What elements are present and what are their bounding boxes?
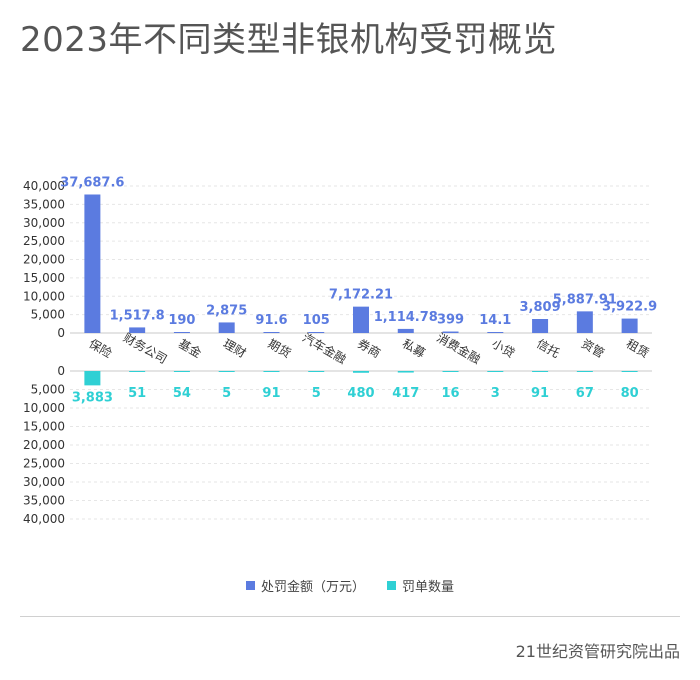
- bottom-axis-tick-label: 25,000: [23, 457, 65, 471]
- count-bar: [487, 371, 504, 372]
- count-data-label: 80: [621, 386, 639, 401]
- count-data-label: 16: [441, 386, 459, 401]
- count-data-label: 51: [128, 386, 146, 401]
- count-bar: [576, 371, 593, 372]
- legend: 处罚金额（万元） 罚单数量: [0, 576, 700, 595]
- top-axis-tick-label: 5,000: [31, 308, 65, 322]
- chart: 05,00010,00015,00020,00025,00030,00035,0…: [23, 175, 657, 526]
- bottom-axis-tick-label: 0: [57, 364, 65, 378]
- top-axis-tick-label: 25,000: [23, 234, 65, 248]
- source-credit: 21世纪资管研究院出品: [515, 642, 680, 661]
- top-axis-tick-label: 30,000: [23, 216, 65, 230]
- fine-bar: [353, 306, 369, 333]
- count-bar: [218, 371, 235, 372]
- page-title: 2023年不同类型非银机构受罚概览: [20, 20, 558, 60]
- fine-data-label: 37,687.6: [60, 175, 124, 190]
- top-axis-tick-label: 40,000: [23, 179, 65, 193]
- count-data-label: 480: [347, 386, 374, 401]
- category-label: 保险: [86, 336, 114, 361]
- category-label: 消费金融: [434, 330, 483, 367]
- count-bar: [353, 371, 369, 373]
- count-bar: [621, 371, 638, 372]
- count-data-label: 67: [576, 386, 594, 401]
- category-label: 信托: [534, 336, 562, 360]
- count-data-label: 91: [262, 386, 280, 401]
- category-label: 财务公司: [121, 330, 170, 367]
- count-data-label: 54: [173, 386, 191, 401]
- fine-bar: [442, 331, 459, 333]
- legend-label-count: 罚单数量: [402, 580, 455, 595]
- fine-bar: [84, 194, 101, 333]
- fine-bar: [576, 311, 593, 333]
- fine-bar: [532, 319, 549, 333]
- legend-label-fine: 处罚金额（万元）: [260, 580, 365, 595]
- category-label: 资管: [579, 336, 607, 361]
- count-bar: [173, 371, 190, 372]
- fine-data-label: 190: [168, 313, 195, 328]
- fine-data-label: 2,875: [206, 303, 247, 318]
- fine-bar: [487, 332, 504, 333]
- fine-data-label: 14.1: [479, 313, 511, 328]
- fine-data-label: 91.6: [255, 313, 287, 328]
- bottom-axis-tick-label: 20,000: [23, 438, 65, 452]
- count-data-label: 417: [392, 386, 419, 401]
- bottom-axis-tick-label: 40,000: [23, 512, 65, 526]
- legend-swatch-fine: [245, 581, 255, 590]
- fine-data-label: 399: [437, 313, 464, 328]
- count-bar: [532, 371, 549, 372]
- category-label: 租赁: [624, 336, 652, 360]
- bottom-axis-tick-label: 5,000: [31, 383, 65, 397]
- fine-bar: [173, 332, 190, 333]
- top-axis-tick-label: 20,000: [23, 253, 65, 267]
- legend-item-fine[interactable]: 处罚金额（万元）: [245, 576, 365, 595]
- count-data-label: 91: [531, 386, 549, 401]
- fine-data-label: 3,922.9: [602, 300, 657, 315]
- fine-data-label: 105: [303, 313, 330, 328]
- legend-item-count[interactable]: 罚单数量: [387, 576, 454, 595]
- top-axis-tick-label: 10,000: [23, 289, 65, 303]
- category-label: 理财: [221, 336, 249, 360]
- count-bar: [263, 371, 280, 372]
- legend-swatch-count: [387, 581, 396, 590]
- top-axis-tick-label: 0: [57, 326, 65, 340]
- footer-divider: [20, 616, 680, 617]
- count-bar: [397, 371, 414, 373]
- count-data-label: 5: [222, 386, 231, 401]
- fine-data-label: 7,172.21: [329, 288, 393, 303]
- count-bar: [84, 371, 101, 386]
- top-axis-tick-label: 35,000: [23, 197, 65, 211]
- bottom-axis-tick-label: 35,000: [23, 494, 65, 508]
- bottom-axis-tick-label: 30,000: [23, 475, 65, 489]
- fine-bar: [263, 332, 280, 333]
- count-bar: [129, 371, 146, 372]
- fine-bar: [621, 318, 638, 333]
- category-label: 期货: [266, 336, 294, 361]
- fine-bar: [397, 328, 414, 333]
- category-label: 私募: [400, 336, 428, 360]
- fine-data-label: 5,887.91: [553, 292, 617, 307]
- category-label: 券商: [355, 336, 383, 361]
- fine-data-label: 1,114.78: [374, 310, 438, 325]
- count-data-label: 3: [491, 386, 500, 401]
- category-label: 基金: [176, 336, 204, 361]
- category-label: 小贷: [489, 336, 517, 360]
- count-data-label: 5: [312, 386, 321, 401]
- fine-bar: [218, 322, 235, 333]
- category-label: 汽车金融: [300, 330, 349, 367]
- count-bar: [442, 371, 459, 372]
- fine-data-label: 1,517.8: [110, 308, 165, 323]
- count-bar: [308, 371, 325, 372]
- bottom-axis-tick-label: 15,000: [23, 420, 65, 434]
- count-data-label: 3,883: [72, 390, 113, 405]
- top-axis-tick-label: 15,000: [23, 271, 65, 285]
- fine-data-label: 3,809: [520, 300, 561, 315]
- fine-bar: [308, 332, 325, 333]
- fine-bar: [129, 327, 146, 333]
- bottom-axis-tick-label: 10,000: [23, 401, 65, 415]
